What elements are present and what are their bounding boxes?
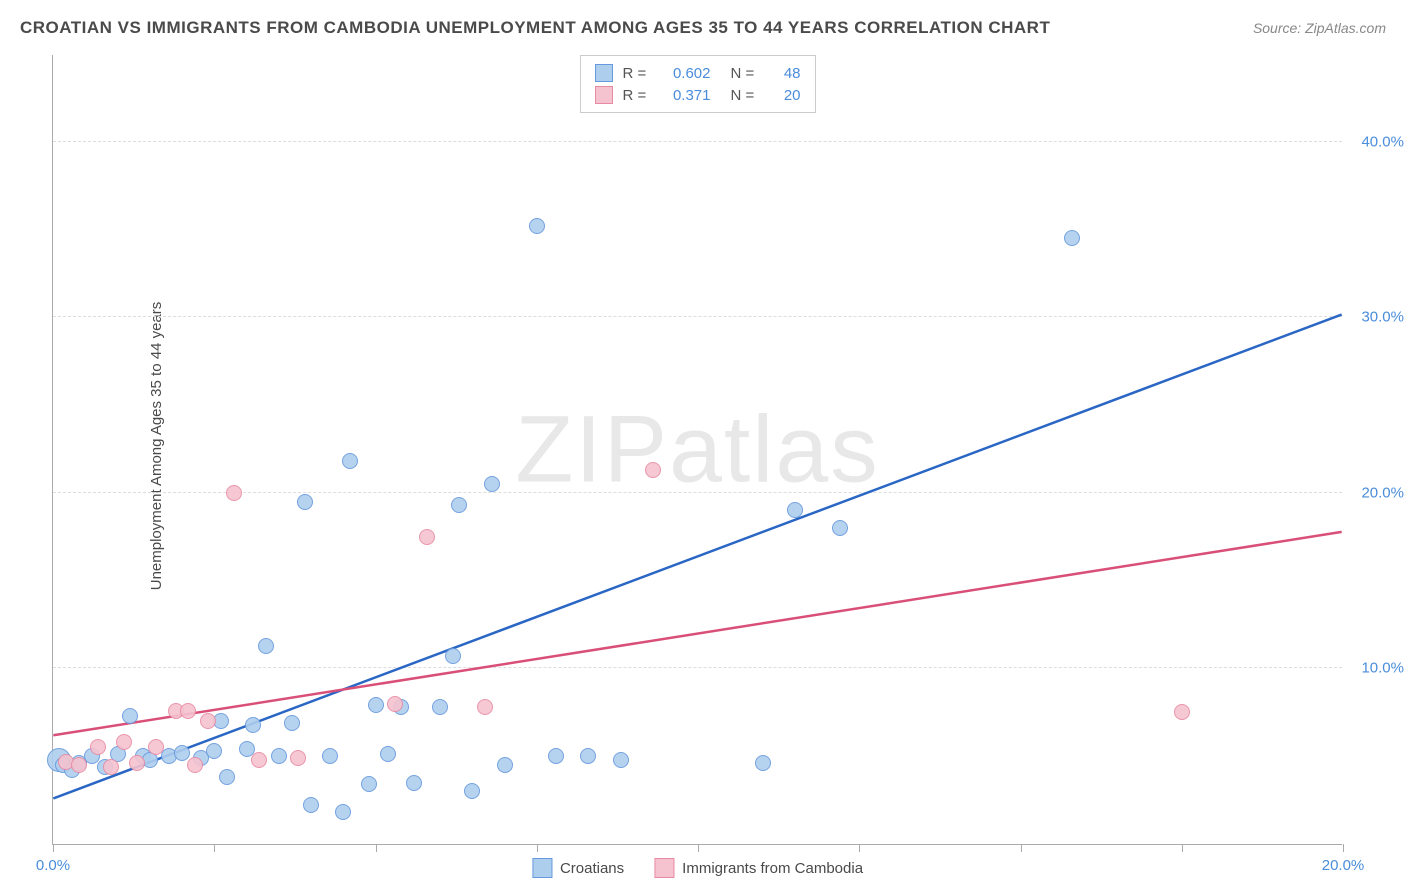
y-tick-label: 20.0% — [1361, 484, 1404, 501]
scatter-point — [529, 218, 545, 234]
x-tick-mark — [537, 844, 538, 852]
scatter-point — [464, 783, 480, 799]
x-tick-mark — [376, 844, 377, 852]
scatter-point — [271, 748, 287, 764]
legend-series-label: Immigrants from Cambodia — [682, 860, 863, 877]
legend-n-value: 48 — [771, 65, 801, 82]
legend-swatch — [595, 86, 613, 104]
scatter-point — [380, 746, 396, 762]
scatter-point — [1174, 704, 1190, 720]
scatter-point — [497, 757, 513, 773]
grid-line-horizontal — [53, 667, 1342, 668]
x-tick-mark — [1182, 844, 1183, 852]
scatter-point — [342, 453, 358, 469]
scatter-point — [548, 748, 564, 764]
trend-line — [53, 532, 1341, 735]
scatter-point — [71, 757, 87, 773]
legend-swatch — [654, 858, 674, 878]
scatter-point — [303, 797, 319, 813]
scatter-point — [322, 748, 338, 764]
legend-n-value: 20 — [771, 87, 801, 104]
scatter-point — [129, 755, 145, 771]
scatter-point — [613, 752, 629, 768]
scatter-point — [451, 497, 467, 513]
scatter-point — [361, 776, 377, 792]
scatter-point — [245, 717, 261, 733]
grid-line-horizontal — [53, 141, 1342, 142]
scatter-point — [284, 715, 300, 731]
source-label: Source: ZipAtlas.com — [1253, 20, 1386, 36]
scatter-point — [258, 638, 274, 654]
scatter-point — [335, 804, 351, 820]
legend-swatch — [532, 858, 552, 878]
legend-r-label: R = — [623, 65, 651, 82]
scatter-point — [419, 529, 435, 545]
scatter-point — [645, 462, 661, 478]
legend-n-label: N = — [731, 87, 761, 104]
scatter-point — [103, 759, 119, 775]
scatter-point — [226, 485, 242, 501]
legend-r-value: 0.602 — [661, 65, 711, 82]
scatter-point — [755, 755, 771, 771]
legend-r-label: R = — [623, 87, 651, 104]
x-tick-mark — [214, 844, 215, 852]
scatter-point — [251, 752, 267, 768]
scatter-point — [387, 696, 403, 712]
scatter-point — [832, 520, 848, 536]
scatter-point — [406, 775, 422, 791]
scatter-point — [187, 757, 203, 773]
scatter-point — [116, 734, 132, 750]
scatter-point — [580, 748, 596, 764]
legend-correlation-row: R = 0.371 N = 20 — [595, 84, 801, 106]
y-tick-label: 30.0% — [1361, 309, 1404, 326]
x-tick-mark — [53, 844, 54, 852]
y-tick-label: 10.0% — [1361, 660, 1404, 677]
scatter-point — [477, 699, 493, 715]
x-tick-mark — [698, 844, 699, 852]
scatter-point — [297, 494, 313, 510]
legend-series-label: Croatians — [560, 860, 624, 877]
x-tick-mark — [859, 844, 860, 852]
scatter-point — [148, 739, 164, 755]
scatter-point — [1064, 230, 1080, 246]
x-tick-label: 0.0% — [36, 857, 70, 874]
scatter-point — [174, 745, 190, 761]
x-tick-label: 20.0% — [1322, 857, 1365, 874]
grid-line-horizontal — [53, 492, 1342, 493]
legend-swatch — [595, 64, 613, 82]
x-tick-mark — [1021, 844, 1022, 852]
x-tick-mark — [1343, 844, 1344, 852]
legend-correlation-row: R = 0.602 N = 48 — [595, 62, 801, 84]
scatter-point — [200, 713, 216, 729]
scatter-point — [484, 476, 500, 492]
scatter-point — [432, 699, 448, 715]
scatter-point — [206, 743, 222, 759]
legend-series-item: Immigrants from Cambodia — [654, 858, 863, 878]
legend-r-value: 0.371 — [661, 87, 711, 104]
chart-plot-area: ZIPatlas R = 0.602 N = 48 R = 0.371 N = … — [52, 55, 1342, 845]
scatter-point — [122, 708, 138, 724]
scatter-point — [445, 648, 461, 664]
scatter-point — [290, 750, 306, 766]
scatter-point — [787, 502, 803, 518]
legend-correlation-box: R = 0.602 N = 48 R = 0.371 N = 20 — [580, 55, 816, 113]
y-tick-label: 40.0% — [1361, 133, 1404, 150]
legend-n-label: N = — [731, 65, 761, 82]
legend-series: Croatians Immigrants from Cambodia — [532, 858, 863, 878]
watermark: ZIPatlas — [515, 395, 879, 504]
scatter-point — [180, 703, 196, 719]
chart-title: CROATIAN VS IMMIGRANTS FROM CAMBODIA UNE… — [20, 18, 1050, 38]
grid-line-horizontal — [53, 316, 1342, 317]
scatter-point — [90, 739, 106, 755]
scatter-point — [368, 697, 384, 713]
legend-series-item: Croatians — [532, 858, 624, 878]
scatter-point — [219, 769, 235, 785]
